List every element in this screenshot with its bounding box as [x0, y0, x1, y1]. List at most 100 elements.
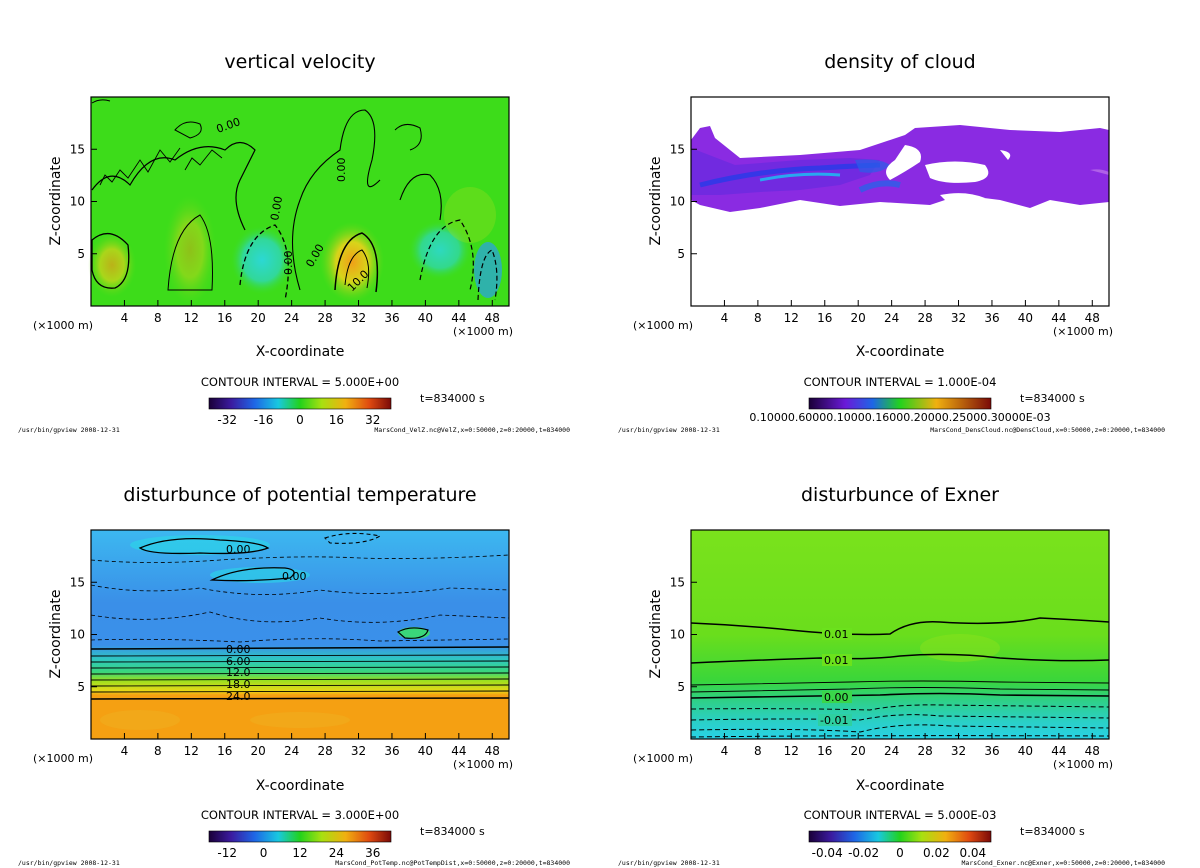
plot-area: 0.01 0.01 0.00 -0.01 — [690, 529, 1110, 740]
chart-title: vertical velocity — [224, 51, 375, 73]
x-tick-label: 8 — [154, 311, 162, 325]
colorbar-tick-label: -0.02 — [848, 846, 879, 860]
x-axis-label: X-coordinate — [856, 778, 945, 794]
x-axis-ticks: 4 8 12 16 20 24 28 32 36 40 44 48 — [721, 733, 1100, 758]
y-tick-label: 5 — [77, 680, 85, 694]
x-tick-label: 16 — [817, 744, 832, 758]
x-axis-label: X-coordinate — [256, 778, 345, 794]
x-tick-label: 20 — [851, 744, 866, 758]
contour-label: 0.00 — [268, 195, 285, 221]
plot-area — [690, 96, 1110, 307]
contour-label: 6.00 — [226, 655, 251, 668]
x-tick-label: 28 — [917, 744, 932, 758]
contour-label: 0.00 — [335, 158, 348, 183]
colorbar-tick-label: 0 — [896, 846, 904, 860]
x-tick-label: 20 — [251, 311, 266, 325]
footer-left: /usr/bin/gpview 2008-12-31 — [618, 859, 720, 867]
x-tick-label: 28 — [317, 744, 332, 758]
y-tick-label: 10 — [70, 195, 85, 209]
footer-right: MarsCond_DensCloud.nc@DensCloud,x=0:5000… — [930, 426, 1165, 434]
x-axis-label: X-coordinate — [256, 344, 345, 360]
x-tick-label: 32 — [951, 744, 966, 758]
colorbar-tick-label: -16 — [254, 413, 274, 427]
y-tick-label: 5 — [677, 247, 685, 261]
x-unit-right: (×1000 m) — [453, 758, 513, 771]
x-tick-label: 12 — [784, 744, 799, 758]
x-tick-label: 48 — [1085, 311, 1100, 325]
x-tick-label: 28 — [917, 311, 932, 325]
x-axis-ticks: 4 8 12 16 20 24 28 32 36 40 44 48 — [121, 733, 500, 758]
footer-left: /usr/bin/gpview 2008-12-31 — [618, 426, 720, 434]
colorbar-tick-label: 36 — [365, 846, 380, 860]
colorbar-ticks: 0.10000.60000.10000.16000.20000.25000.30… — [749, 411, 1050, 424]
contour-label: 0.00 — [226, 643, 251, 656]
y-tick-label: 15 — [670, 575, 685, 589]
colorbar-ticks: -0.04 -0.02 0 0.02 0.04 — [812, 846, 986, 860]
x-tick-label: 44 — [1051, 744, 1066, 758]
x-tick-label: 32 — [351, 744, 366, 758]
x-tick-label: 16 — [217, 744, 232, 758]
contour-interval: CONTOUR INTERVAL = 5.000E+00 — [201, 375, 399, 389]
colorbar — [808, 830, 992, 843]
x-tick-label: 32 — [951, 311, 966, 325]
contour-label: 0.00 — [282, 251, 295, 276]
y-tick-label: 10 — [670, 628, 685, 642]
y-tick-label: 5 — [77, 247, 85, 261]
footer-left: /usr/bin/gpview 2008-12-31 — [18, 859, 120, 867]
contour-label: 0.01 — [824, 654, 849, 667]
chart-title: disturbunce of Exner — [801, 484, 999, 506]
footer-right: MarsCond_Exner.nc@Exner,x=0:50000,z=0:20… — [962, 859, 1166, 867]
x-tick-label: 4 — [121, 311, 129, 325]
x-axis-label: X-coordinate — [856, 344, 945, 360]
colorbar — [208, 397, 392, 410]
x-unit-right: (×1000 m) — [453, 325, 513, 338]
time-label: t=834000 s — [420, 392, 485, 405]
y-axis-ticks: 5 10 15 — [70, 575, 97, 694]
y-axis-label: Z-coordinate — [48, 156, 64, 245]
y-axis-label: Z-coordinate — [648, 156, 664, 245]
x-tick-label: 40 — [418, 744, 433, 758]
y-axis-label: Z-coordinate — [48, 589, 64, 678]
x-tick-label: 12 — [784, 311, 799, 325]
x-tick-label: 20 — [851, 311, 866, 325]
x-tick-label: 36 — [384, 311, 399, 325]
contour-label: 0.01 — [824, 628, 849, 641]
x-unit-right: (×1000 m) — [1053, 758, 1113, 771]
y-axis-ticks: 5 10 15 — [670, 142, 697, 261]
x-tick-label: 32 — [351, 311, 366, 325]
x-tick-label: 40 — [1018, 311, 1033, 325]
contour-interval: CONTOUR INTERVAL = 3.000E+00 — [201, 808, 399, 822]
colorbar-tick-label: 16 — [329, 413, 344, 427]
colorbar-tick-label: 0 — [260, 846, 268, 860]
colorbar-tick-label: 0 — [296, 413, 304, 427]
plot-area: 0.00 0.00 0.00 0.00 0.00 10.0 — [88, 96, 510, 307]
x-tick-label: 24 — [884, 744, 899, 758]
contour-label: 0.00 — [824, 691, 849, 704]
colorbar — [808, 397, 992, 410]
footer-right: MarsCond_PotTemp.nc@PotTempDist,x=0:5000… — [335, 859, 570, 867]
contour-interval: CONTOUR INTERVAL = 5.000E-03 — [804, 808, 997, 822]
contour-label: 12.0 — [226, 666, 251, 679]
y-tick-label: 15 — [70, 575, 85, 589]
x-tick-label: 48 — [1085, 744, 1100, 758]
colorbar-tick-label: 24 — [329, 846, 344, 860]
y-axis-label: Z-coordinate — [648, 589, 664, 678]
colorbar-tick-label: -32 — [217, 413, 237, 427]
x-tick-label: 16 — [217, 311, 232, 325]
x-tick-label: 8 — [154, 744, 162, 758]
y-tick-label: 15 — [670, 142, 685, 156]
contour-label: 24.0 — [226, 690, 251, 703]
x-tick-label: 4 — [721, 744, 729, 758]
x-unit-right: (×1000 m) — [1053, 325, 1113, 338]
x-tick-label: 4 — [721, 311, 729, 325]
footer-right: MarsCond_VelZ.nc@VelZ,x=0:50000,z=0:2000… — [374, 426, 570, 434]
x-tick-label: 44 — [1051, 311, 1066, 325]
plot-area: 0.00 0.00 0.00 6.00 12.0 18.0 24.0 — [90, 529, 510, 740]
x-tick-label: 8 — [754, 311, 762, 325]
y-axis-ticks: 5 10 15 — [670, 575, 697, 694]
x-tick-label: 24 — [284, 744, 299, 758]
colorbar — [208, 830, 392, 843]
x-unit-left: (×1000 m) — [633, 319, 693, 332]
panel-potential-temperature: disturbunce of potential temperature — [18, 484, 570, 867]
